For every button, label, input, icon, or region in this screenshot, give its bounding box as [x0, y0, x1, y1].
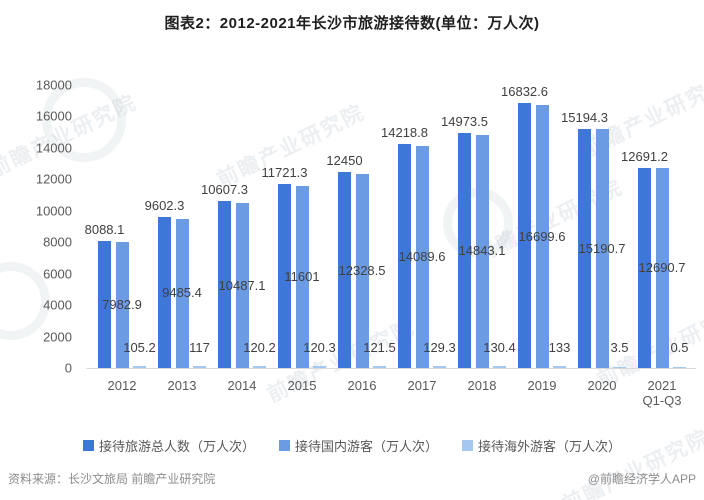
bar-overseas	[133, 366, 146, 368]
data-label-overseas: 0.5	[670, 340, 689, 355]
x-tick-label: 2020	[587, 378, 617, 393]
data-label-total: 14218.8	[381, 125, 428, 141]
bar-overseas	[433, 365, 446, 368]
bar-overseas	[373, 366, 386, 368]
credit-note: @前瞻经济学人APP	[587, 472, 696, 486]
y-tick-label: 0	[64, 360, 72, 376]
legend-label: 接待海外游客（万人次）	[478, 439, 622, 454]
bar-domestic	[535, 105, 549, 368]
legend-item: 接待海外游客（万人次）	[462, 436, 621, 455]
bar-domestic	[655, 168, 669, 368]
bar-total	[218, 201, 231, 368]
y-tick-label: 12000	[35, 171, 72, 187]
bar-overseas	[673, 367, 686, 368]
data-label-overseas: 3.5	[610, 340, 629, 355]
bar-overseas	[553, 365, 566, 368]
bar-domestic	[475, 134, 489, 368]
data-label-domestic: 11601	[284, 268, 320, 284]
data-label-overseas: 121.5	[363, 340, 396, 355]
bar-overseas	[613, 367, 626, 368]
source-note: 资料来源：长沙文旅局 前瞻产业研究院	[8, 472, 216, 486]
data-label-domestic: 9485.4	[162, 285, 202, 301]
bar-total	[458, 132, 471, 368]
legend-label: 接待国内游客（万人次）	[294, 439, 438, 454]
y-tick-label: 10000	[35, 203, 72, 219]
x-tick-label: 2018	[467, 378, 497, 393]
data-label-total: 11721.3	[261, 164, 308, 180]
y-tick-label: 14000	[35, 140, 72, 156]
legend-swatch-icon	[82, 440, 94, 451]
y-tick-label: 18000	[35, 77, 72, 93]
footer: 资料来源：长沙文旅局 前瞻产业研究院 @前瞻经济学人APP	[8, 470, 696, 487]
data-label-domestic: 14089.6	[398, 249, 446, 265]
legend-label: 接待旅游总人数（万人次）	[98, 439, 255, 454]
bar-domestic	[235, 203, 249, 368]
bar-overseas	[193, 366, 206, 368]
bar-total	[398, 144, 411, 368]
watermark-text: 前瞻产业研究院	[0, 90, 141, 182]
data-label-overseas: 129.3	[423, 340, 456, 355]
bar-overseas	[253, 366, 266, 368]
legend-item: 接待旅游总人数（万人次）	[82, 436, 255, 455]
y-tick-label: 16000	[35, 108, 72, 124]
bar-domestic	[115, 242, 129, 368]
data-label-total: 9602.3	[144, 198, 185, 214]
legend-swatch-icon	[278, 440, 290, 451]
data-label-domestic: 16699.6	[518, 228, 566, 244]
x-tick-label: 2021 Q1-Q3	[642, 378, 682, 408]
bar-total	[518, 103, 531, 368]
data-label-overseas: 117	[189, 340, 210, 355]
bar-total	[338, 172, 351, 368]
chart-title: 图表2：2012-2021年长沙市旅游接待数(单位：万人次)	[164, 15, 540, 32]
data-label-overseas: 120.2	[243, 340, 276, 355]
data-label-total: 14973.5	[441, 113, 488, 129]
bar-domestic	[595, 129, 609, 368]
data-label-overseas: 120.3	[303, 340, 336, 355]
bar-total	[578, 129, 591, 368]
bar-domestic	[175, 218, 189, 368]
x-tick-label: 2014	[227, 378, 257, 393]
watermark-text: 前瞻产业研究院	[558, 425, 704, 500]
y-tick-label: 4000	[43, 297, 72, 313]
bar-domestic	[295, 185, 309, 368]
bar-total	[98, 240, 111, 368]
bar-overseas	[493, 365, 506, 368]
bar-total	[638, 168, 651, 368]
x-tick-label: 2016	[347, 378, 377, 393]
data-label-total: 16832.6	[501, 84, 548, 100]
data-label-total: 12450	[326, 153, 363, 169]
bar-overseas	[313, 366, 326, 368]
data-label-overseas: 133	[548, 340, 571, 355]
data-label-total: 10607.3	[201, 182, 248, 198]
data-label-total: 8088.1	[84, 221, 125, 237]
x-tick-label: 2013	[167, 378, 197, 393]
data-label-domestic: 14843.1	[458, 243, 506, 259]
data-label-domestic: 12690.7	[638, 260, 686, 276]
data-label-domestic: 15190.7	[578, 240, 626, 256]
x-tick-label: 2019	[527, 378, 557, 393]
y-tick-label: 6000	[43, 266, 72, 282]
x-tick-label: 2015	[287, 378, 317, 393]
data-label-total: 15194.3	[561, 110, 608, 126]
bar-domestic	[415, 146, 429, 368]
legend-item: 接待国内游客（万人次）	[278, 436, 438, 455]
legend: 接待旅游总人数（万人次） 接待国内游客（万人次） 接待海外游客（万人次）	[0, 436, 704, 455]
y-tick-label: 8000	[43, 234, 72, 250]
x-axis-line	[86, 368, 696, 369]
legend-swatch-icon	[462, 440, 473, 451]
bar-domestic	[355, 174, 369, 368]
x-tick-label: 2017	[407, 378, 437, 393]
x-tick-label: 2012	[107, 378, 137, 393]
bar-total	[278, 183, 291, 368]
bar-total	[158, 217, 171, 368]
data-label-domestic: 12328.5	[338, 263, 386, 279]
data-label-overseas: 130.4	[483, 340, 516, 355]
data-label-domestic: 7982.9	[102, 297, 142, 313]
data-label-total: 12691.2	[621, 149, 668, 165]
data-label-domestic: 10487.1	[218, 277, 266, 293]
data-label-overseas: 105.2	[123, 340, 156, 355]
y-tick-label: 2000	[43, 329, 72, 345]
